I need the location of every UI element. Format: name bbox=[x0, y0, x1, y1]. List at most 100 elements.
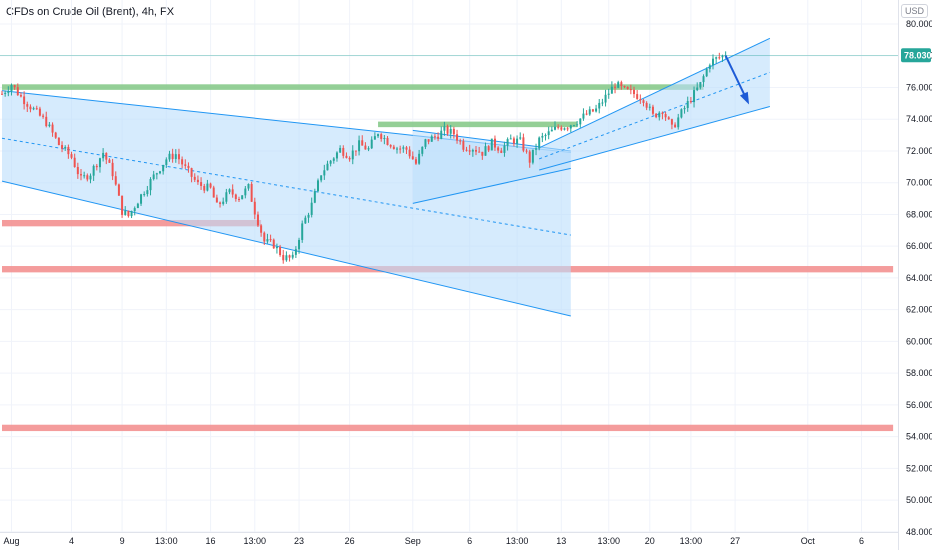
candle-body bbox=[149, 179, 152, 191]
candle-body bbox=[89, 175, 92, 180]
candle-body bbox=[291, 254, 294, 258]
last-price-badge bbox=[901, 48, 931, 63]
candle-body bbox=[203, 185, 206, 191]
candle-body bbox=[354, 150, 357, 152]
time-tick-label: 23 bbox=[294, 536, 304, 546]
candle-body bbox=[310, 202, 313, 215]
time-axis[interactable]: Aug 4 9 13:00 16 13:00 23 26 Sep 6 13:00 13 13:00 20 1… bbox=[0, 532, 898, 547]
candle-body bbox=[383, 137, 386, 139]
candle-body bbox=[661, 112, 664, 115]
price-tick-label: 68.000 bbox=[906, 209, 932, 219]
candle-body bbox=[294, 249, 297, 255]
candle-body bbox=[642, 100, 645, 103]
candle-body bbox=[111, 162, 114, 177]
candle-body bbox=[373, 136, 376, 140]
candle-body bbox=[10, 85, 13, 92]
candle-body bbox=[708, 65, 711, 69]
candle-body bbox=[598, 102, 601, 109]
candle-body bbox=[339, 147, 342, 153]
last-price-label: 78.030 bbox=[904, 50, 932, 60]
candle-body bbox=[686, 101, 689, 109]
candle-body bbox=[702, 76, 705, 83]
candle-body bbox=[658, 112, 661, 118]
candle-body bbox=[629, 89, 632, 91]
candle-body bbox=[525, 150, 528, 152]
candle-body bbox=[241, 195, 244, 200]
candle-body bbox=[275, 246, 278, 249]
candle-body bbox=[579, 118, 582, 125]
price-tick-label: 70.000 bbox=[906, 178, 932, 188]
resistance-zone bbox=[378, 121, 578, 128]
candle-body bbox=[48, 124, 51, 127]
time-tick-label: 6 bbox=[859, 536, 864, 546]
candle-body bbox=[437, 136, 440, 139]
candle-body bbox=[260, 225, 263, 233]
candle-body bbox=[712, 58, 714, 66]
time-tick-label: Oct bbox=[801, 536, 816, 546]
candle-body bbox=[114, 176, 117, 185]
candle-body bbox=[219, 202, 222, 204]
candle-body bbox=[528, 151, 531, 163]
candle-body bbox=[601, 102, 604, 104]
candle-body bbox=[408, 149, 411, 157]
candle-body bbox=[535, 148, 538, 150]
time-tick-label: 13:00 bbox=[506, 536, 529, 546]
candle-body bbox=[402, 147, 405, 149]
candle-body bbox=[396, 148, 398, 150]
time-tick-label: 26 bbox=[345, 536, 355, 546]
candle-body bbox=[576, 124, 579, 126]
candle-body bbox=[70, 154, 73, 158]
candle-body bbox=[200, 182, 203, 186]
candle-body bbox=[184, 164, 187, 166]
candle-body bbox=[538, 137, 541, 149]
currency-badge[interactable]: USD bbox=[900, 4, 928, 18]
candle-body bbox=[45, 116, 48, 127]
candle-body bbox=[307, 214, 310, 218]
candle-body bbox=[614, 86, 617, 88]
time-tick-label: 4 bbox=[69, 536, 74, 546]
candle-body bbox=[500, 150, 503, 153]
candle-body bbox=[544, 135, 547, 137]
candle-body bbox=[588, 109, 591, 115]
candle-body bbox=[414, 159, 417, 164]
time-tick-label: 27 bbox=[730, 536, 740, 546]
candle-body bbox=[23, 96, 26, 105]
candle-body bbox=[550, 129, 553, 132]
candle-body bbox=[140, 194, 143, 204]
candle-body bbox=[418, 153, 421, 164]
candle-body bbox=[212, 187, 215, 198]
price-axis[interactable]: 80.00078.00076.00074.00072.00070.00068.0… bbox=[898, 0, 932, 550]
candle-body bbox=[26, 104, 29, 107]
candle-body bbox=[572, 125, 575, 127]
candle-body bbox=[367, 148, 370, 150]
candle-body bbox=[405, 147, 408, 150]
time-tick-label: 13:00 bbox=[244, 536, 267, 546]
channel-small-ascending bbox=[412, 130, 571, 204]
candle-body bbox=[585, 113, 588, 115]
price-tick-label: 76.000 bbox=[906, 82, 932, 92]
candle-body bbox=[664, 114, 667, 118]
candle-body bbox=[51, 124, 54, 133]
candle-body bbox=[721, 55, 724, 58]
candle-body bbox=[604, 94, 607, 103]
candle-body bbox=[446, 126, 449, 134]
candle-body bbox=[225, 192, 228, 202]
candle-body bbox=[490, 138, 493, 151]
candle-body bbox=[554, 126, 556, 130]
channels bbox=[1, 37, 771, 317]
candle-body bbox=[667, 117, 670, 120]
candle-body bbox=[234, 194, 237, 200]
candle-body bbox=[468, 150, 471, 152]
candle-body bbox=[617, 82, 620, 88]
candle-body bbox=[317, 180, 319, 192]
candle-body bbox=[582, 113, 585, 119]
candle-body bbox=[569, 125, 572, 129]
price-tick-label: 60.000 bbox=[906, 336, 932, 346]
candle-body bbox=[607, 93, 610, 95]
candle-body bbox=[73, 157, 76, 168]
candle-body bbox=[386, 137, 389, 146]
candle-body bbox=[636, 94, 639, 99]
candle-body bbox=[342, 147, 345, 156]
candle-body bbox=[332, 158, 335, 161]
